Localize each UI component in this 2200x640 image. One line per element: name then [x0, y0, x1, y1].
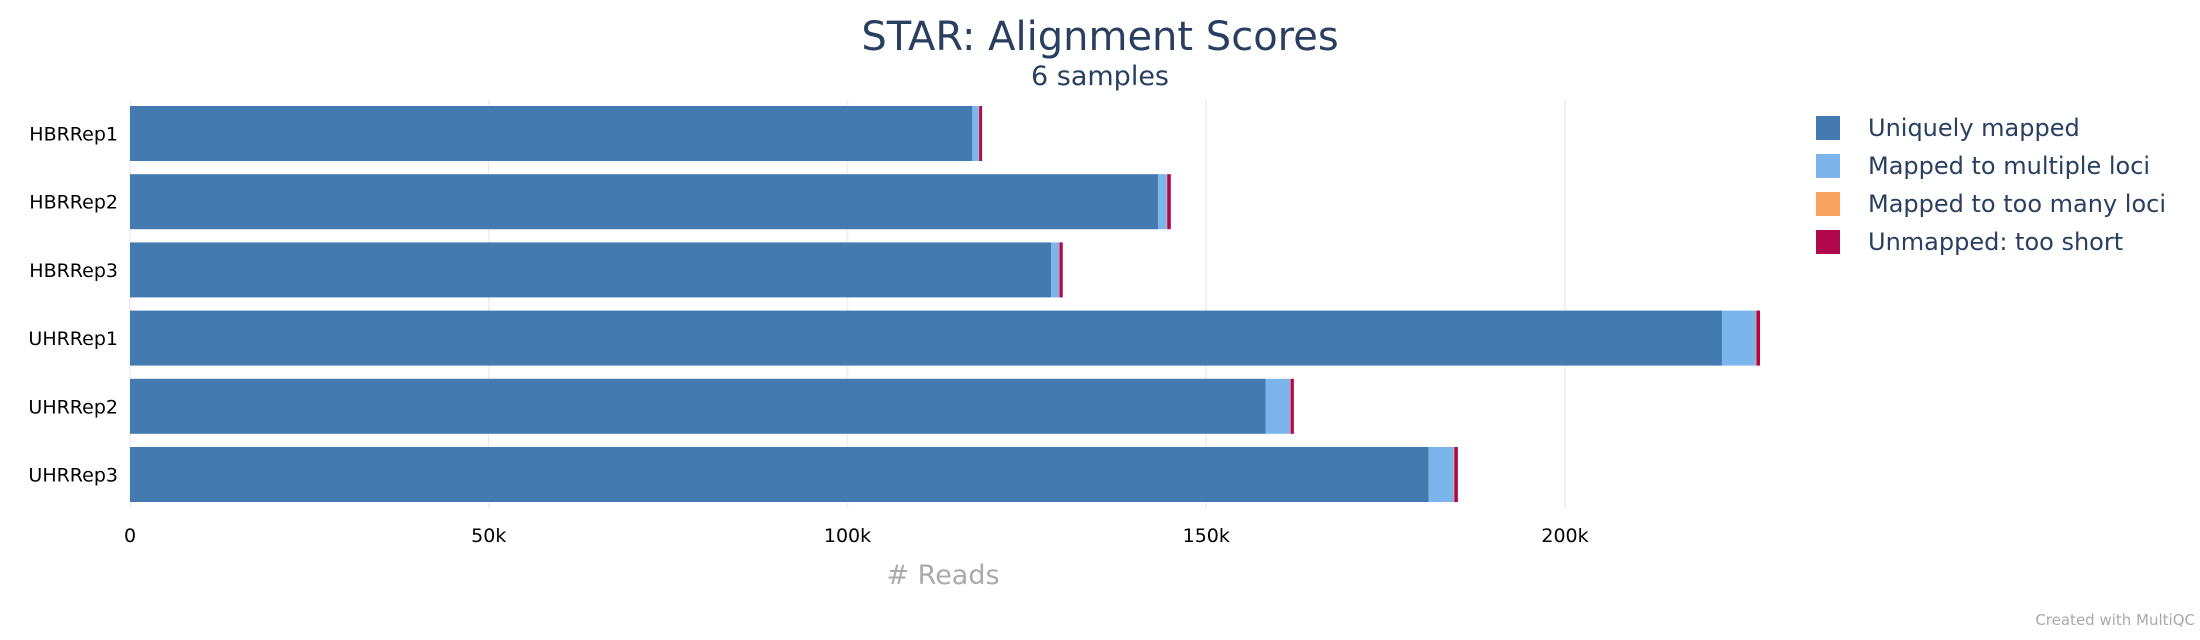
legend-swatch-2	[1816, 192, 1840, 216]
bars	[130, 106, 1761, 502]
legend-label-3[interactable]: Unmapped: too short	[1868, 228, 2123, 256]
y-tick-label: HBRRep3	[29, 260, 118, 282]
legend-swatch-1	[1816, 154, 1840, 178]
y-tick-label: HBRRep2	[29, 192, 118, 214]
bar-UHRRep1-series-0[interactable]	[130, 310, 1723, 366]
x-tick-label: 50k	[471, 525, 506, 547]
bar-HBRRep1-series-1[interactable]	[972, 106, 979, 161]
legend: Uniquely mapped Mapped to multiple loci Ma…	[1816, 114, 2166, 256]
legend-label-0[interactable]: Uniquely mapped	[1868, 114, 2080, 142]
y-axis-ticks: HBRRep1 HBRRep2 HBRRep3 UHRRep1 UHRRep2 UHRRe…	[28, 124, 118, 487]
credit-text: Created with MultiQC	[2035, 611, 2195, 629]
legend-label-2[interactable]: Mapped to too many loci	[1868, 190, 2166, 218]
bar-HBRRep3-series-3[interactable]	[1059, 242, 1063, 298]
bar-HBRRep2-series-3[interactable]	[1167, 174, 1171, 230]
chart-title: STAR: Alignment Scores	[861, 14, 1338, 60]
bar-UHRRep3-series-0[interactable]	[130, 447, 1429, 502]
legend-label-1[interactable]: Mapped to multiple loci	[1868, 152, 2150, 180]
chart-subtitle: 6 samples	[1031, 61, 1169, 92]
bar-UHRRep3-series-3[interactable]	[1454, 447, 1458, 502]
x-axis-ticks: 0 50k 100k 150k 200k	[124, 525, 1589, 547]
x-tick-label: 100k	[824, 525, 871, 547]
bar-HBRRep2-series-2[interactable]	[1166, 174, 1168, 230]
x-tick-label: 0	[124, 525, 136, 547]
bar-UHRRep3-series-2[interactable]	[1453, 447, 1455, 502]
legend-swatch-3	[1816, 230, 1840, 254]
bar-UHRRep1-series-3[interactable]	[1756, 310, 1761, 366]
bar-UHRRep1-series-2[interactable]	[1755, 310, 1757, 366]
bar-HBRRep1-series-0[interactable]	[130, 106, 973, 161]
gridlines	[129, 100, 1566, 508]
bar-UHRRep2-series-1[interactable]	[1265, 378, 1291, 434]
bar-HBRRep1-series-2[interactable]	[978, 106, 980, 161]
bar-UHRRep2-series-0[interactable]	[130, 378, 1266, 434]
bar-HBRRep1-series-3[interactable]	[979, 106, 983, 161]
y-tick-label: UHRRep1	[28, 328, 118, 350]
x-tick-label: 200k	[1541, 525, 1588, 547]
bar-HBRRep3-series-1[interactable]	[1051, 242, 1060, 298]
y-tick-label: HBRRep1	[29, 124, 118, 146]
bar-HBRRep3-series-0[interactable]	[130, 242, 1052, 298]
bar-HBRRep2-series-1[interactable]	[1158, 174, 1167, 230]
bar-UHRRep3-series-1[interactable]	[1428, 447, 1454, 502]
x-tick-label: 150k	[1183, 525, 1230, 547]
y-tick-label: UHRRep3	[28, 465, 118, 487]
bar-UHRRep1-series-1[interactable]	[1722, 310, 1756, 366]
bar-HBRRep3-series-2[interactable]	[1059, 242, 1060, 298]
y-tick-label: UHRRep2	[28, 396, 118, 418]
legend-swatch-0	[1816, 116, 1840, 140]
bar-UHRRep2-series-2[interactable]	[1290, 378, 1291, 434]
x-axis-label: # Reads	[886, 560, 999, 591]
bar-HBRRep2-series-0[interactable]	[130, 174, 1159, 230]
bar-UHRRep2-series-3[interactable]	[1290, 378, 1294, 434]
